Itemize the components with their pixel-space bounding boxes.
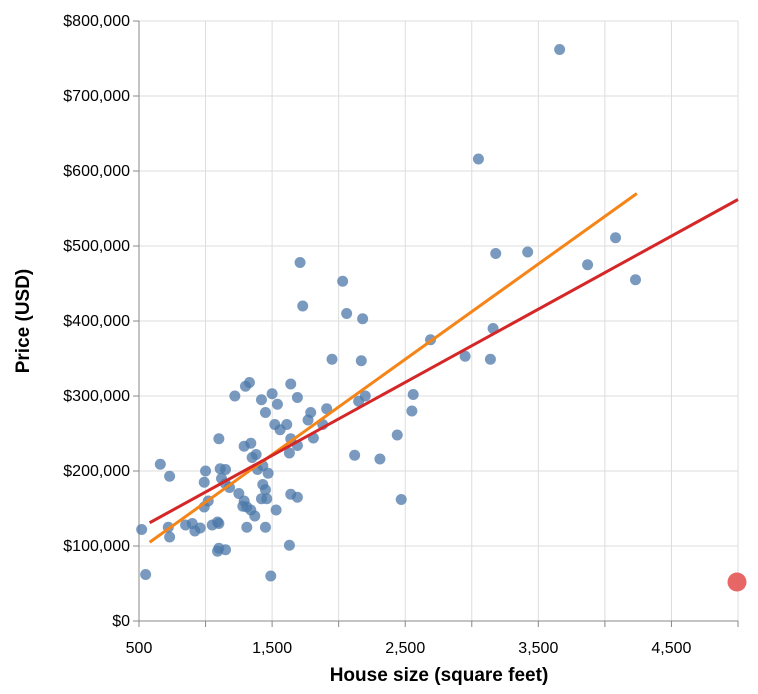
x-axis-title: House size (square feet): [330, 665, 549, 686]
data-point: [136, 524, 148, 535]
data-point: [407, 389, 419, 400]
y-axis-title: Price (USD): [13, 269, 34, 374]
data-point: [355, 355, 367, 367]
data-point: [200, 465, 212, 477]
data-point: [349, 449, 361, 461]
y-tick-label: $500,000: [63, 238, 130, 255]
data-point: [164, 470, 176, 482]
y-tick-label: $300,000: [63, 388, 130, 405]
data-point: [326, 353, 338, 365]
data-point: [321, 403, 333, 415]
data-point: [246, 452, 258, 463]
data-point: [266, 388, 278, 400]
data-point: [554, 44, 566, 55]
data-points: [136, 44, 642, 582]
outlier-point-mark: [727, 572, 747, 592]
data-point: [255, 394, 267, 406]
data-point: [265, 570, 277, 582]
x-tick-label: 3,500: [518, 640, 558, 657]
data-point: [294, 257, 306, 268]
data-point: [302, 414, 314, 426]
x-tick-label: 4,500: [651, 640, 691, 657]
data-point: [484, 353, 496, 365]
data-point: [582, 259, 594, 271]
data-point: [164, 531, 176, 543]
data-point: [459, 350, 471, 362]
y-tick-label: $400,000: [63, 313, 130, 330]
data-point: [341, 308, 353, 319]
x-tick-label: 1,500: [252, 640, 292, 657]
y-axis-ticks: $0 $100,000 $200,000 $300,000 $400,000 $500,0…: [63, 13, 139, 630]
y-tick-label: $200,000: [63, 463, 130, 480]
fit-line: [148, 192, 638, 544]
data-point: [239, 380, 251, 392]
data-point: [610, 232, 622, 244]
data-point: [490, 248, 502, 259]
data-point: [291, 392, 303, 403]
data-point: [255, 493, 267, 505]
data-point: [281, 419, 293, 430]
data-point: [206, 519, 218, 531]
data-point: [391, 429, 403, 441]
data-point: [229, 390, 241, 402]
y-tick-label: $700,000: [63, 88, 130, 105]
data-point: [353, 395, 365, 407]
outlier-point: [727, 572, 747, 592]
data-point: [283, 539, 295, 551]
fit-line: [148, 198, 739, 525]
data-point: [522, 246, 534, 258]
data-point: [472, 153, 484, 165]
data-point: [630, 274, 642, 286]
data-point: [194, 522, 206, 534]
data-point: [374, 453, 386, 465]
y-tick-label: $600,000: [63, 163, 130, 180]
data-point: [259, 484, 271, 496]
data-point: [241, 521, 253, 533]
data-point: [259, 521, 271, 533]
data-point: [270, 504, 282, 516]
data-point: [238, 440, 250, 452]
data-point: [406, 405, 418, 417]
data-point: [220, 464, 232, 475]
y-tick-label: $0: [112, 613, 130, 630]
gridlines: [138, 20, 739, 622]
data-point: [357, 313, 369, 325]
data-point: [220, 544, 232, 556]
x-tick-label: 2,500: [385, 640, 425, 657]
data-point: [262, 467, 274, 479]
x-axis-ticks: 500 1,500 2,500 3,500 4,500: [126, 621, 739, 657]
data-point: [271, 398, 283, 410]
data-point: [259, 407, 271, 418]
x-tick-label: 500: [126, 640, 153, 657]
data-point: [154, 458, 166, 470]
y-tick-label: $800,000: [63, 13, 130, 30]
data-point: [395, 494, 407, 505]
data-point: [285, 378, 297, 390]
data-point: [283, 447, 295, 459]
data-point: [337, 275, 349, 287]
data-point: [297, 300, 309, 312]
data-point: [213, 433, 225, 445]
data-point: [140, 569, 152, 580]
data-point: [291, 491, 303, 503]
data-point: [249, 510, 261, 522]
fit-lines: [148, 192, 739, 544]
y-tick-label: $100,000: [63, 538, 130, 555]
data-point: [198, 476, 210, 488]
